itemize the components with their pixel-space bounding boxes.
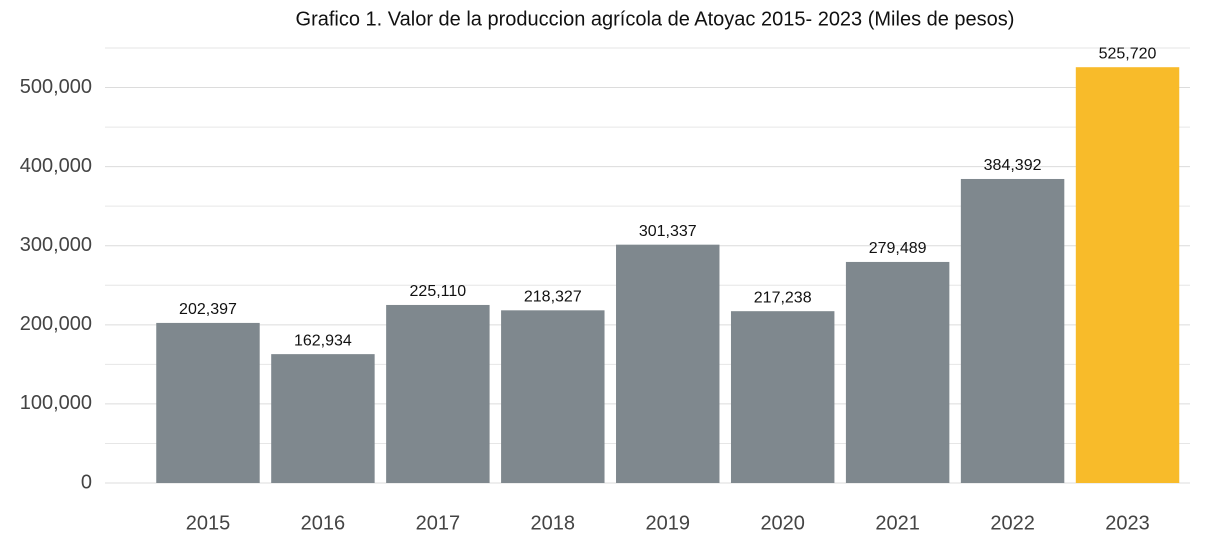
data-label: 279,489 xyxy=(869,240,927,257)
x-tick-label: 2017 xyxy=(416,512,461,534)
bar xyxy=(156,322,260,483)
y-tick-label: 100,000 xyxy=(20,392,92,414)
x-tick-label: 2020 xyxy=(760,512,805,534)
y-tick-label: 0 xyxy=(81,471,92,493)
x-tick-label: 2016 xyxy=(301,512,346,534)
x-tick-label: 2019 xyxy=(646,512,691,534)
y-tick-label: 500,000 xyxy=(20,76,92,98)
data-label: 525,720 xyxy=(1099,45,1157,62)
y-tick-label: 300,000 xyxy=(20,234,92,256)
x-tick-label: 2022 xyxy=(990,512,1035,534)
x-tick-label: 2018 xyxy=(531,512,576,534)
x-tick-label: 2021 xyxy=(875,512,920,534)
bar xyxy=(501,310,605,483)
data-label: 162,934 xyxy=(294,332,352,349)
x-tick-label: 2023 xyxy=(1105,512,1150,534)
y-tick-label: 200,000 xyxy=(20,313,92,335)
y-tick-label: 400,000 xyxy=(20,155,92,177)
data-label: 301,337 xyxy=(639,223,697,240)
bar xyxy=(616,244,720,483)
bar xyxy=(271,354,375,483)
bar xyxy=(845,261,950,483)
data-label: 202,397 xyxy=(179,301,237,318)
data-label: 384,392 xyxy=(984,157,1042,174)
data-label: 217,238 xyxy=(754,289,812,306)
data-label: 218,327 xyxy=(524,289,582,306)
bar xyxy=(386,304,490,483)
chart-title: Grafico 1. Valor de la produccion agríco… xyxy=(296,8,1015,30)
bar xyxy=(730,311,835,483)
data-label: 225,110 xyxy=(410,283,467,300)
x-tick-label: 2015 xyxy=(186,512,231,534)
bar xyxy=(1075,67,1180,483)
bar xyxy=(960,178,1065,483)
